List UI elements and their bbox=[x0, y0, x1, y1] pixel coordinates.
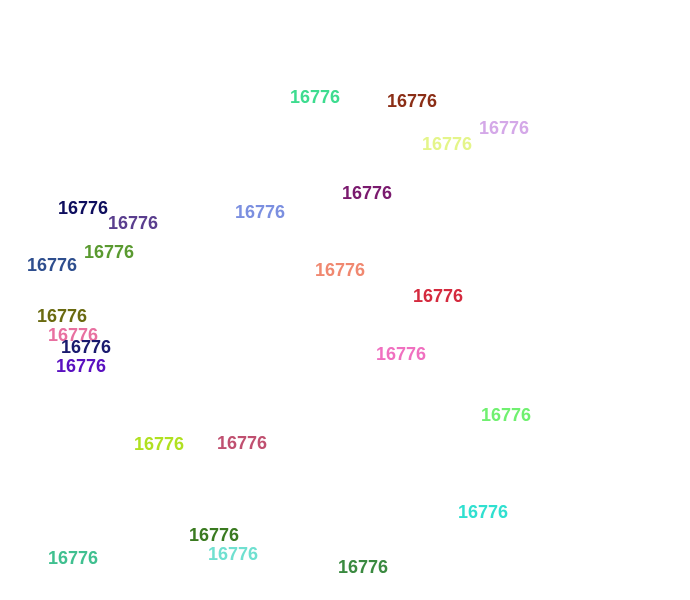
number-label: 16776 bbox=[61, 337, 112, 357]
number-label: 16776 bbox=[84, 242, 135, 262]
number-label: 16776 bbox=[290, 87, 341, 107]
number-label: 16776 bbox=[481, 405, 532, 425]
number-label: 16776 bbox=[27, 255, 78, 275]
number-label: 16776 bbox=[58, 198, 109, 218]
number-label: 16776 bbox=[37, 306, 88, 326]
number-label: 16776 bbox=[315, 260, 366, 280]
number-label: 16776 bbox=[108, 213, 159, 233]
number-label: 16776 bbox=[217, 433, 268, 453]
number-label: 16776 bbox=[48, 548, 99, 568]
number-label: 16776 bbox=[338, 557, 389, 577]
number-label: 16776 bbox=[387, 91, 438, 111]
number-label: 16776 bbox=[235, 202, 286, 222]
number-label: 16776 bbox=[208, 544, 259, 564]
number-label: 16776 bbox=[376, 344, 427, 364]
number-label: 16776 bbox=[479, 118, 530, 138]
number-label: 16776 bbox=[458, 502, 509, 522]
number-label: 16776 bbox=[48, 325, 99, 345]
number-label: 16776 bbox=[189, 525, 240, 545]
number-label: 16776 bbox=[422, 134, 473, 154]
number-label: 16776 bbox=[342, 183, 393, 203]
number-label: 16776 bbox=[134, 434, 185, 454]
number-label: 16776 bbox=[56, 356, 107, 376]
number-label: 16776 bbox=[413, 286, 464, 306]
